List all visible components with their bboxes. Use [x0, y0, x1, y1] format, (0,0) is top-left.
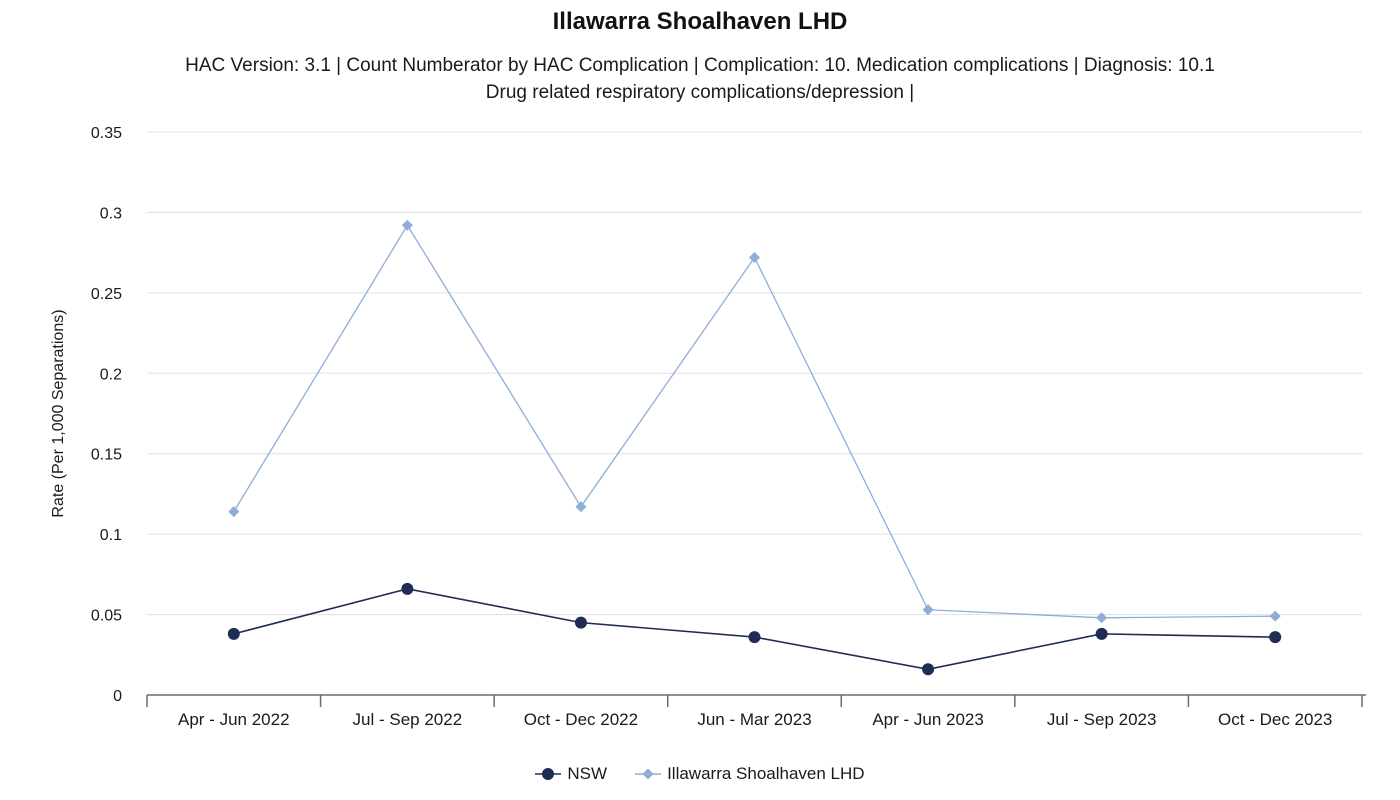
series-layer: [227, 219, 1282, 676]
gridlines: [147, 131, 1362, 616]
series-nsw: [227, 582, 1282, 676]
y-tick-label: 0.15: [91, 447, 122, 464]
x-tick-label: Apr - Jun 2023: [872, 710, 984, 729]
x-tick-label: Jul - Sep 2022: [353, 710, 463, 729]
data-point[interactable]: [1269, 631, 1282, 644]
y-tick-label: 0.35: [91, 125, 122, 142]
data-point[interactable]: [1095, 627, 1108, 640]
data-point[interactable]: [748, 631, 761, 644]
data-point[interactable]: [574, 616, 587, 629]
data-point[interactable]: [228, 506, 240, 518]
legend-item[interactable]: Illawarra Shoalhaven LHD: [635, 764, 865, 784]
y-axis-label: Rate (Per 1,000 Separations): [50, 309, 67, 517]
y-tick-label: 0.05: [91, 608, 122, 625]
series-line: [233, 588, 1276, 671]
y-tick-label: 0.25: [91, 286, 122, 303]
legend-marker: [542, 768, 555, 780]
y-tick-label: 0.2: [100, 366, 122, 383]
data-point[interactable]: [749, 251, 760, 263]
chart-title: Illawarra Shoalhaven LHD: [552, 8, 848, 35]
circle-marker-icon: [535, 768, 562, 780]
series-line: [233, 224, 1276, 619]
x-tick-label: Jun - Mar 2023: [697, 710, 811, 729]
chart-subtitle-line-2: Drug related respiratory complications/d…: [485, 82, 915, 103]
data-point[interactable]: [575, 501, 587, 513]
data-point[interactable]: [401, 219, 413, 231]
legend-label: NSW: [567, 764, 608, 783]
data-point[interactable]: [227, 627, 240, 640]
y-tick-label: 0: [113, 688, 122, 705]
legend-item[interactable]: NSW: [535, 764, 607, 784]
data-point[interactable]: [401, 582, 414, 595]
axes: [146, 694, 1366, 707]
data-point[interactable]: [1269, 610, 1281, 622]
x-tick-label: Oct - Dec 2023: [1218, 710, 1332, 729]
data-point[interactable]: [922, 663, 935, 676]
legend-label: Illawarra Shoalhaven LHD: [667, 764, 865, 783]
y-tick-label: 0.3: [100, 205, 122, 222]
diamond-marker-icon: [635, 768, 662, 780]
x-tick-labels: Apr - Jun 2022 Jul - Sep 2022 Oct - Dec 20…: [178, 710, 1332, 729]
y-tick-label: 0.1: [100, 527, 122, 544]
x-tick-label: Jul - Sep 2023: [1047, 710, 1157, 729]
data-point[interactable]: [922, 604, 934, 616]
x-tick-label: Oct - Dec 2022: [524, 710, 638, 729]
chart-subtitle: HAC Version: 3.1 | Count Numberator by H…: [150, 52, 1250, 106]
data-point[interactable]: [1096, 612, 1108, 624]
chart-subtitle-line-1: HAC Version: 3.1 | Count Numberator by H…: [185, 55, 1215, 76]
x-tick-label: Apr - Jun 2022: [178, 710, 290, 729]
legend-marker: [642, 768, 654, 780]
chart-legend[interactable]: NSW Illawarra Shoalhaven LHD: [0, 764, 1400, 784]
series-illawarra-shoalhaven-lhd: [228, 219, 1281, 624]
y-tick-labels: 0 0.05 0.1 0.15 0.2 0.25 0.3 0.35: [91, 125, 122, 705]
